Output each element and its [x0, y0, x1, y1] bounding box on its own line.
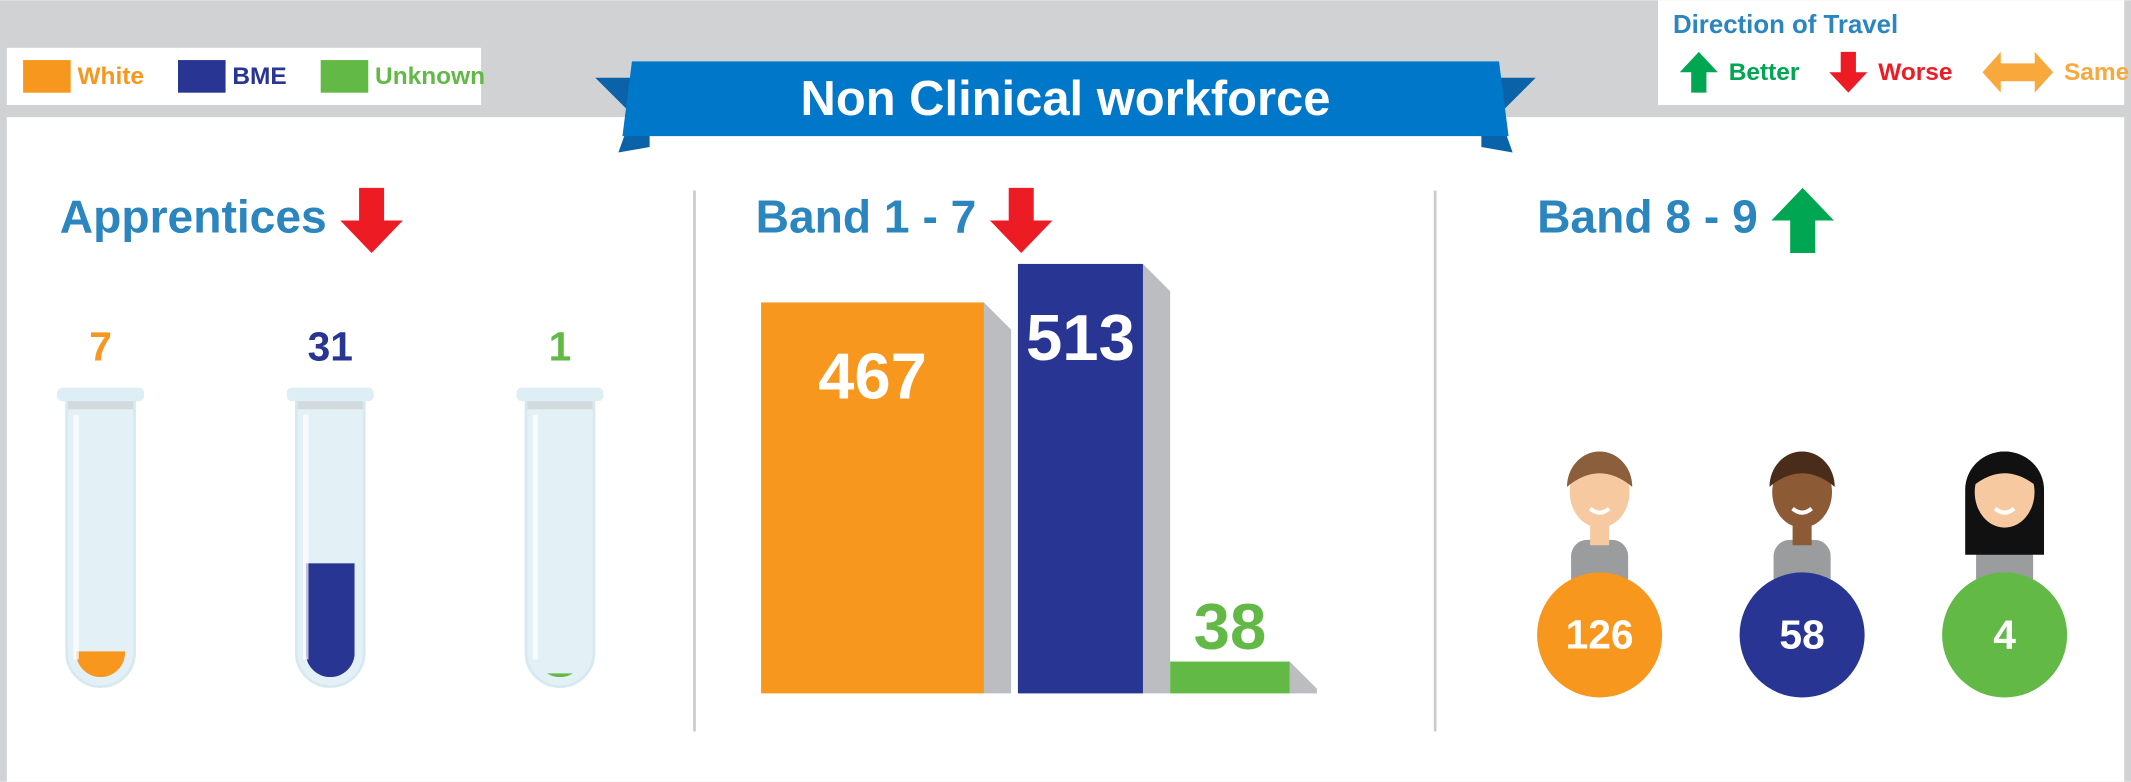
chart-title: Apprentices [60, 191, 327, 243]
legend-swatch [178, 60, 226, 93]
direction-title: Direction of Travel [1673, 11, 1898, 39]
tube-highlight [73, 414, 79, 660]
tube [524, 399, 596, 688]
bar-shadow [1142, 263, 1171, 694]
arrow-up [1771, 187, 1834, 254]
bar-shadow [983, 302, 1012, 694]
value-label: 7 [89, 323, 112, 369]
arrow-down [340, 187, 403, 254]
value-label: 38 [1194, 590, 1267, 663]
bar [1170, 661, 1290, 694]
tube-rim [527, 401, 593, 410]
bar [761, 302, 984, 694]
neck [1590, 523, 1610, 546]
smile [1993, 506, 2016, 515]
tube-highlight [303, 414, 309, 660]
title: Non Clinical workforce [801, 72, 1331, 126]
value-circle [1942, 572, 2068, 698]
legend-swatch [320, 60, 369, 93]
legend-label: BME [232, 63, 286, 90]
value-label: 126 [1566, 611, 1634, 657]
tube-rim [297, 401, 363, 410]
legend-label: Unknown [375, 63, 485, 90]
hair [1566, 451, 1633, 487]
direction-box [1658, 0, 2125, 105]
direction-label: Worse [1878, 59, 1952, 86]
tube-cap [286, 387, 374, 402]
direction-label: Better [1729, 59, 1800, 86]
chart-title: Band 8 - 9 [1537, 191, 1758, 243]
smile [1791, 506, 1813, 515]
legend-label: White [77, 63, 144, 90]
tube-highlight [532, 414, 539, 660]
neck [1792, 523, 1812, 546]
value-circle [1739, 572, 1865, 698]
tube-cap [516, 387, 604, 402]
tube-rim [67, 401, 134, 410]
bar [1017, 263, 1143, 694]
bar-shadow [1289, 661, 1317, 694]
legend-box [6, 47, 482, 105]
value-circle [1537, 572, 1663, 698]
tube-cap [57, 387, 145, 402]
arrow-up [1679, 51, 1718, 93]
arrow-down [989, 187, 1053, 254]
hair [1971, 451, 2038, 487]
value-label: 4 [1993, 611, 2016, 657]
hair [1769, 451, 1835, 487]
value-label: 467 [818, 339, 927, 412]
value-label: 513 [1026, 301, 1135, 374]
smile [1588, 506, 1611, 515]
ribbon [622, 61, 1509, 137]
arrow-both [1982, 51, 2054, 93]
chart-title: Band 1 - 7 [756, 191, 977, 243]
value-label: 1 [549, 323, 572, 369]
legend-swatch [23, 60, 71, 93]
value-label: 31 [308, 323, 353, 369]
arrow-down [1829, 51, 1868, 93]
value-label: 58 [1779, 611, 1824, 657]
tube [65, 399, 136, 688]
direction-label: Same [2064, 59, 2129, 86]
tube-liquid [305, 563, 355, 678]
tube-liquid [535, 673, 585, 678]
